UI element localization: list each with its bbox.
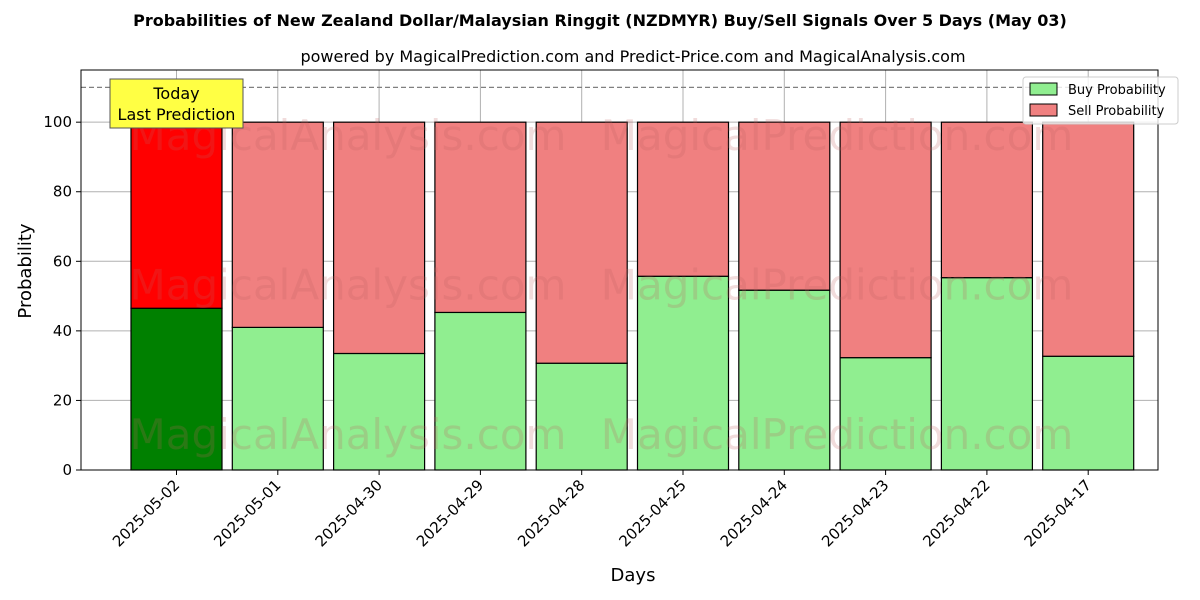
watermark-text: MagicalPrediction.com xyxy=(601,111,1074,160)
x-tick-label: 2025-04-24 xyxy=(717,476,791,550)
bar-sell[interactable] xyxy=(636,121,730,277)
x-tick-label: 2025-04-22 xyxy=(919,476,993,550)
bar-buy[interactable] xyxy=(231,326,324,471)
x-axis-label: Days xyxy=(611,565,656,586)
y-tick-label: 40 xyxy=(53,322,72,340)
watermark-text: MagicalAnalysis.com xyxy=(130,261,567,310)
y-tick-label: 0 xyxy=(62,461,72,479)
bar-sell[interactable] xyxy=(738,121,831,291)
bar-sell[interactable] xyxy=(333,121,426,355)
legend-label-buy: Buy Probability xyxy=(1068,83,1166,98)
axes-frame xyxy=(80,69,1159,471)
watermark-text: MagicalPrediction.com xyxy=(601,261,1074,310)
watermark-text: MagicalAnalysis.com xyxy=(130,410,567,459)
x-tick-label: 2025-04-23 xyxy=(818,476,892,550)
y-tick-label: 80 xyxy=(53,183,72,201)
bar-sell[interactable] xyxy=(940,121,1034,279)
bar-buy[interactable] xyxy=(940,277,1034,471)
bar-sell[interactable] xyxy=(535,121,628,364)
annotation-line-1: Today xyxy=(152,84,199,103)
legend-label-sell: Sell Probability xyxy=(1068,104,1165,119)
bar-buy[interactable] xyxy=(738,289,831,471)
y-tick-label: 100 xyxy=(43,113,72,131)
bar-buy[interactable] xyxy=(636,275,730,471)
bar-buy[interactable] xyxy=(535,362,628,471)
plot-area: MagicalAnalysis.com MagicalPrediction.com… xyxy=(43,69,1179,550)
bar-sell[interactable] xyxy=(434,121,527,314)
x-tick-label: 2025-05-01 xyxy=(210,476,284,550)
bar-sell[interactable] xyxy=(839,121,932,359)
chart-subtitle: powered by MagicalPrediction.com and Pre… xyxy=(300,47,965,66)
legend-box xyxy=(1022,76,1179,125)
chart-title: Probabilities of New Zealand Dollar/Mala… xyxy=(133,11,1067,30)
x-tick-label: 2025-04-28 xyxy=(514,476,588,550)
bar-buy[interactable] xyxy=(1042,355,1135,471)
y-tick-label: 20 xyxy=(53,391,72,409)
x-tick-label: 2025-04-30 xyxy=(312,476,386,550)
watermark-text: MagicalPrediction.com xyxy=(601,410,1074,459)
x-tick-label: 2025-05-02 xyxy=(109,476,183,550)
x-tick-label: 2025-04-25 xyxy=(615,476,689,550)
bar-buy[interactable] xyxy=(333,352,426,471)
annotation-line-2: Last Prediction xyxy=(118,105,236,124)
annotation-box xyxy=(109,78,244,129)
bar-sell[interactable] xyxy=(1042,121,1135,357)
legend-swatch-sell xyxy=(1029,103,1058,117)
y-tick-label: 60 xyxy=(53,252,72,270)
y-axis-label: Probability xyxy=(15,223,36,318)
bar-sell[interactable] xyxy=(231,121,324,328)
x-tick-label: 2025-04-29 xyxy=(413,476,487,550)
bar-sell[interactable] xyxy=(130,121,223,309)
x-tick-label: 2025-04-17 xyxy=(1021,476,1095,550)
legend-swatch-buy xyxy=(1029,82,1058,96)
bar-buy[interactable] xyxy=(434,311,527,471)
